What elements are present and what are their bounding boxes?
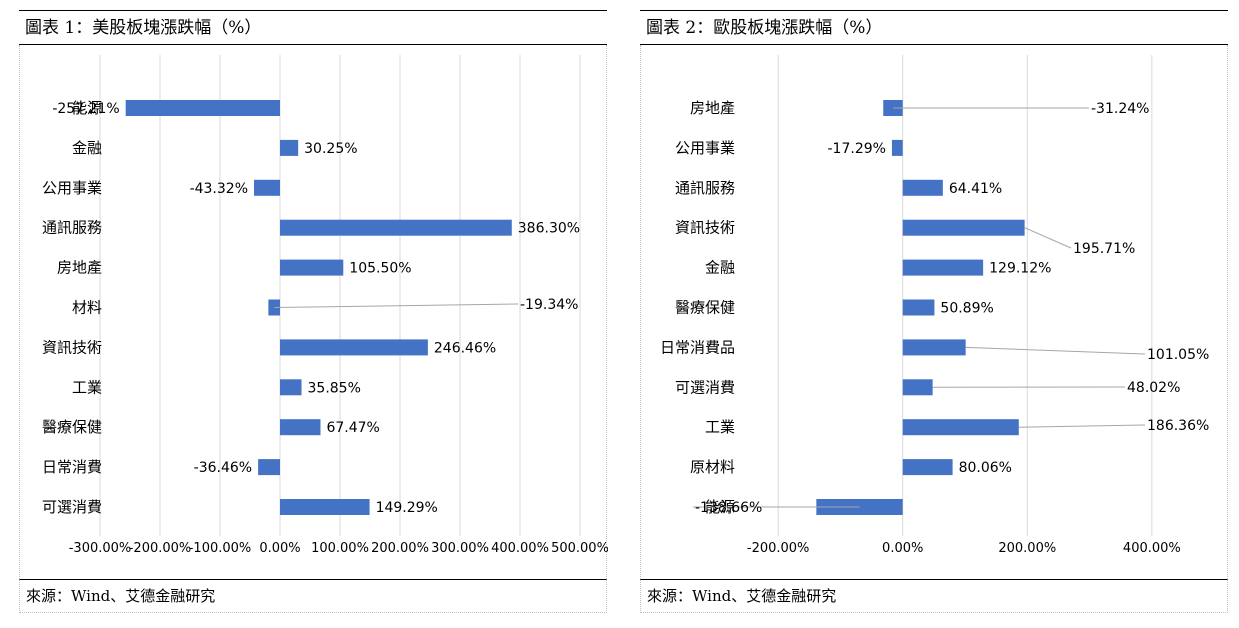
category-label: 日常消費品: [660, 338, 735, 356]
value-label: 50.89%: [940, 301, 993, 317]
value-label: -43.32%: [190, 181, 248, 197]
bar: [902, 179, 943, 196]
value-label: 48.02%: [1127, 380, 1180, 396]
value-label: 105.50%: [349, 261, 411, 277]
chart-title: 圖表 2：歐股板塊漲跌幅（%）: [640, 11, 1228, 45]
value-label: -36.46%: [194, 460, 252, 476]
us-sector-chart: -300.00% -200.00% -100.00% 0.00% 100.00% 200.…: [19, 45, 608, 579]
x-tick-label: 100.00%: [311, 541, 369, 556]
bar: [902, 379, 933, 396]
bar: [902, 419, 1019, 436]
bar: [902, 459, 953, 476]
eu-sector-bar-chart: -200.00% 0.00% 200.00% 400.00% 房地產 -31.24% 公用事…: [660, 55, 1209, 556]
bar: [891, 139, 903, 156]
x-tick-label: -200.00%: [129, 541, 192, 556]
category-label: 醫療保健: [675, 299, 735, 317]
category-label: 金融: [705, 259, 735, 277]
x-tick-label: 200.00%: [371, 541, 429, 556]
value-label: 101.05%: [1147, 347, 1209, 363]
source-note: 來源：Wind、艾德金融研究: [640, 579, 1228, 613]
category-label: 可選消費: [42, 498, 102, 516]
leader-line: [1024, 227, 1072, 249]
value-label: 80.06%: [959, 460, 1012, 476]
value-label: -257.21%: [52, 101, 119, 117]
us-sector-bar-chart: -300.00%-200.00%-100.00% 0.00% 100.00% 200.…: [42, 55, 608, 556]
x-tick-label: -200.00%: [747, 541, 810, 556]
category-label: 日常消費: [42, 458, 102, 476]
x-tick-label: 500.00%: [551, 541, 608, 556]
us-sector-panel: 圖表 1：美股板塊漲跌幅（%） -300.00% -200.00% -100.00%…: [19, 10, 608, 613]
x-tick-label: -100.00%: [189, 541, 252, 556]
value-label: -31.24%: [1091, 101, 1149, 117]
value-label: 246.46%: [434, 340, 496, 356]
x-tick-label: 0.00%: [882, 541, 923, 556]
category-label: 通訊服務: [675, 179, 735, 197]
value-label: 186.36%: [1147, 418, 1209, 434]
x-tick-label: 200.00%: [998, 541, 1056, 556]
eu-sector-panel: 圖表 2：歐股板塊漲跌幅（%） -200.00% 0.00% 200.00% 400.…: [640, 10, 1228, 613]
x-tick-label: 400.00%: [1123, 541, 1181, 556]
source-note: 來源：Wind、艾德金融研究: [19, 579, 607, 613]
value-label: -19.34%: [520, 297, 578, 313]
bar: [816, 499, 903, 515]
bar: [280, 259, 344, 276]
category-label: 能源: [72, 99, 102, 117]
bar: [254, 179, 280, 196]
bar: [280, 139, 299, 156]
category-label: 工業: [705, 418, 735, 436]
category-label: 資訊技術: [42, 338, 102, 356]
bar: [280, 219, 512, 236]
value-label: 67.47%: [326, 420, 379, 436]
category-label: 公用事業: [675, 139, 735, 157]
value-label: -138.66%: [695, 500, 762, 516]
category-label: 房地產: [690, 99, 735, 117]
bar: [280, 339, 428, 356]
bar: [258, 459, 280, 476]
value-label: -17.29%: [828, 141, 886, 157]
category-label: 金融: [72, 139, 102, 157]
x-tick-label: 300.00%: [431, 541, 489, 556]
leader-line: [965, 346, 1146, 355]
bar: [280, 499, 370, 515]
bar: [902, 259, 984, 276]
bar: [902, 299, 935, 316]
value-label: 386.30%: [518, 221, 580, 237]
eu-sector-chart: -200.00% 0.00% 200.00% 400.00% 房地產 -31.24% 公用事…: [640, 45, 1228, 579]
bar: [902, 339, 966, 356]
category-label: 醫療保健: [42, 418, 102, 436]
chart-title: 圖表 1：美股板塊漲跌幅（%）: [19, 11, 607, 45]
bar: [280, 379, 302, 396]
value-label: 129.12%: [989, 261, 1051, 277]
leader-line: [1018, 424, 1146, 428]
x-tick-label: 400.00%: [491, 541, 549, 556]
bar: [280, 419, 321, 436]
bar: [902, 219, 1025, 236]
value-label: 64.41%: [949, 181, 1002, 197]
category-label: 房地產: [57, 259, 102, 277]
x-tick-label: 0.00%: [259, 541, 300, 556]
category-label: 通訊服務: [42, 219, 102, 237]
leader-line: [274, 303, 519, 308]
category-label: 工業: [72, 378, 102, 396]
value-label: 195.71%: [1073, 241, 1135, 257]
bar: [125, 100, 280, 116]
category-label: 原材料: [690, 458, 735, 476]
value-label: 30.25%: [304, 141, 357, 157]
category-label: 材料: [72, 299, 102, 317]
category-label: 可選消費: [675, 378, 735, 396]
category-label: 公用事業: [42, 179, 102, 197]
value-label: 35.85%: [308, 380, 361, 396]
value-label: 149.29%: [376, 500, 438, 516]
x-tick-label: -300.00%: [69, 541, 132, 556]
category-label: 資訊技術: [675, 219, 735, 237]
bar: [883, 100, 903, 116]
